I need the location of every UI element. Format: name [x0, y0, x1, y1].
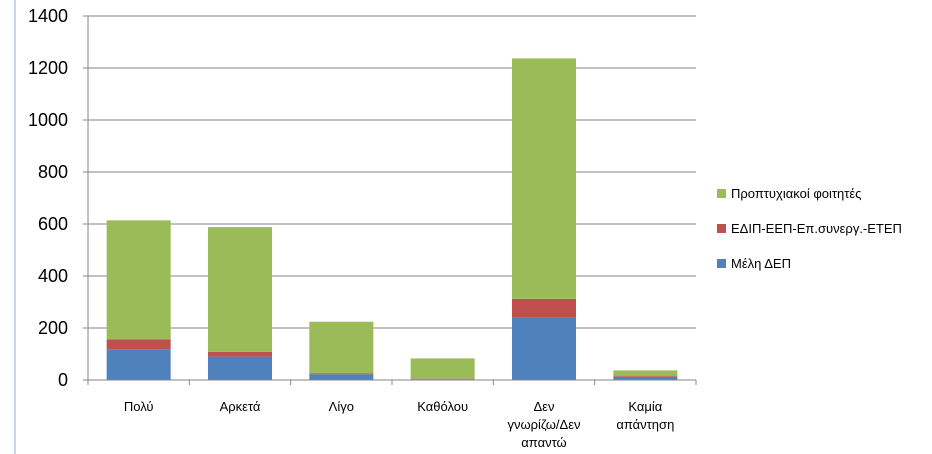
- x-tick-label: απαντώ: [521, 435, 566, 450]
- y-tick-label: 1000: [28, 110, 68, 130]
- x-axis: Πολύ Αρκετά Λίγο Καθόλου Δεν γνωρίζω/Δεν απαντ…: [87, 379, 697, 450]
- x-tick-label: Καμία: [628, 399, 662, 414]
- bars: [106, 58, 678, 380]
- bar-segment: [106, 220, 171, 340]
- legend-label: Προπτυχιακοί φοιτητές: [731, 186, 861, 201]
- bar-segment: [613, 376, 678, 380]
- x-tick-label: Λίγο: [329, 399, 354, 414]
- y-tick-label: 1400: [28, 6, 68, 26]
- bar-segment: [512, 58, 576, 299]
- x-tick-label: Καθόλου: [417, 399, 468, 414]
- legend-label: ΕΔΙΠ-ΕΕΠ-Επ.συνεργ.-ΕΤΕΠ: [731, 221, 902, 236]
- y-axis: 0 200 400 600 800 1000 1200 1400: [28, 6, 89, 390]
- x-tick-label: απάντηση: [616, 417, 674, 432]
- y-tick-label: 600: [38, 214, 68, 234]
- bar-segment: [613, 376, 678, 377]
- y-tick-label: 1200: [28, 58, 68, 78]
- bar-segment: [410, 378, 475, 380]
- bar-segment: [512, 298, 576, 318]
- y-tick-label: 0: [58, 370, 68, 390]
- bar-segment: [208, 356, 272, 380]
- bar-segment: [613, 370, 678, 377]
- x-tick-label: Αρκετά: [220, 399, 261, 414]
- legend-label: Μέλη ΔΕΠ: [731, 256, 791, 271]
- y-tick-label: 400: [38, 266, 68, 286]
- bar-segment: [309, 374, 374, 380]
- legend: Προπτυχιακοί φοιτητές ΕΔΙΠ-ΕΕΠ-Επ.συνεργ.…: [717, 186, 902, 271]
- x-tick-label: γνωρίζω/Δεν: [507, 417, 580, 432]
- bar-segment: [208, 351, 272, 357]
- bar-segment: [106, 349, 171, 380]
- bar-segment: [208, 227, 272, 352]
- bar-segment: [410, 358, 475, 379]
- bar-segment: [106, 339, 171, 350]
- y-tick-label: 200: [38, 318, 68, 338]
- x-tick-label: Δεν: [534, 399, 555, 414]
- legend-swatch: [717, 189, 726, 198]
- bar-segment: [309, 373, 374, 375]
- gridlines: [88, 15, 696, 329]
- legend-swatch: [717, 224, 726, 233]
- y-tick-label: 800: [38, 162, 68, 182]
- page-edge-line: [14, 0, 16, 454]
- bar-segment: [512, 317, 576, 380]
- legend-swatch: [717, 259, 726, 268]
- bar-segment: [309, 321, 374, 374]
- x-tick-label: Πολύ: [124, 399, 154, 414]
